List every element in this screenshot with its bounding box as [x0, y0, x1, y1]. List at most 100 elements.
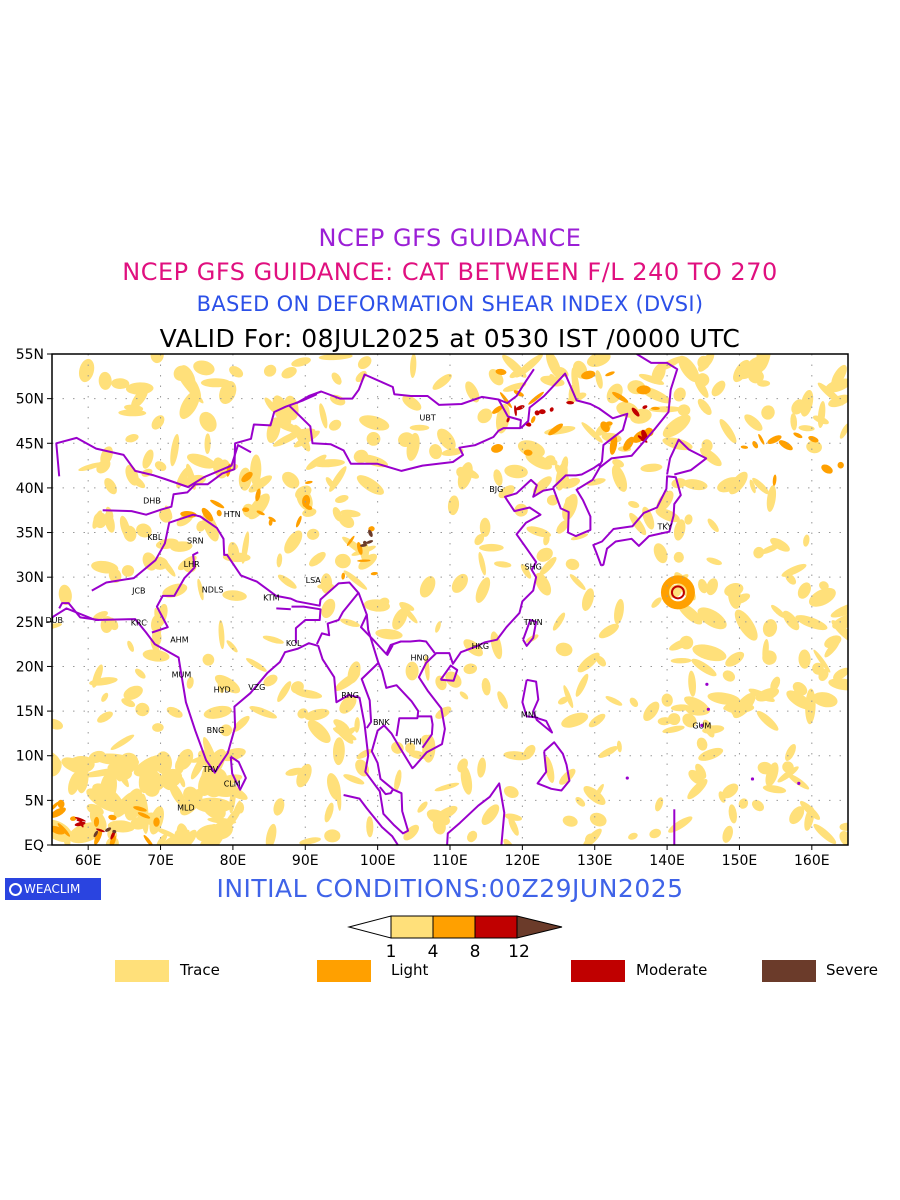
- turbulence-patch: [335, 553, 351, 569]
- station-label-jcb: JCB: [131, 587, 145, 596]
- turbulence-patch: [525, 452, 552, 470]
- turbulence-patch: [589, 812, 607, 827]
- turbulence-patch: [706, 578, 718, 596]
- turbulence-patch: [156, 833, 168, 845]
- lat-tick-label: 15N: [16, 704, 44, 720]
- turbulence-patch: [649, 828, 662, 839]
- turbulence-patch: [363, 540, 367, 545]
- turbulence-patch: [399, 601, 415, 611]
- turbulence-patch: [463, 468, 480, 479]
- turbulence-patch: [302, 494, 311, 508]
- legend-label-moderate: Moderate: [636, 961, 708, 979]
- turbulence-patch: [92, 664, 103, 688]
- turbulence-patch: [242, 507, 250, 513]
- turbulence-patch: [250, 454, 262, 486]
- turbulence-patch: [459, 691, 469, 700]
- map-panel: UBT BJG DHB HTN KBL SRN LHR TKY SHG LSA JCB NDLS KTM…: [16, 347, 849, 869]
- turbulence-patch: [304, 480, 313, 484]
- colorbar-trace-bin: [390, 915, 434, 939]
- turbulence-patch: [691, 658, 717, 677]
- turbulence-patch: [756, 710, 779, 731]
- turbulence-patch: [605, 371, 615, 377]
- station-label-hyd: HYD: [214, 686, 231, 695]
- turbulence-patch: [685, 703, 711, 716]
- station-label-ktm: KTM: [263, 594, 280, 603]
- turbulence-patch: [467, 830, 478, 843]
- island-marker: [705, 682, 709, 686]
- turbulence-patch: [356, 475, 384, 495]
- station-label-bng: BNG: [207, 726, 225, 735]
- station-label-htn: HTN: [224, 510, 241, 519]
- turbulence-patch: [799, 800, 821, 820]
- turbulence-patch: [121, 698, 136, 708]
- turbulence-patch: [789, 806, 805, 825]
- turbulence-patch: [392, 608, 408, 630]
- title-valid-time: VALID For: 08JUL2025 at 0530 IST /0000 U…: [159, 324, 741, 353]
- turbulence-patch: [766, 485, 777, 512]
- turbulence-patch: [95, 828, 105, 833]
- turbulence-patch: [272, 395, 292, 427]
- boundary-line: [151, 551, 199, 634]
- station-label-gum: GUM: [692, 721, 711, 730]
- boundary-line: [52, 354, 679, 835]
- turbulence-patch: [515, 405, 525, 411]
- turbulence-patch: [282, 471, 300, 489]
- turbulence-patch: [403, 824, 420, 841]
- turbulence-patch: [437, 428, 456, 451]
- station-label-mnl: MNL: [521, 711, 539, 720]
- turbulence-patch: [108, 814, 117, 821]
- turbulence-patch: [331, 372, 342, 385]
- turbulence-patch: [249, 706, 277, 719]
- turbulence-patch: [104, 511, 115, 533]
- turbulence-patch: [121, 565, 135, 577]
- station-label-twn: TWN: [523, 618, 543, 627]
- turbulence-patch: [335, 495, 349, 503]
- station-label-tky: TKY: [657, 522, 673, 531]
- turbulence-patch: [365, 540, 374, 544]
- station-label-kbl: KBL: [147, 533, 163, 542]
- turbulence-patch: [405, 661, 419, 681]
- turbulence-patch: [587, 354, 611, 368]
- turbulence-patch: [354, 717, 360, 733]
- station-label-srn: SRN: [187, 537, 204, 546]
- turbulence-patch: [753, 546, 765, 559]
- turbulence-patch: [150, 354, 164, 364]
- turbulence-patch: [154, 607, 162, 635]
- turbulence-patch: [203, 705, 232, 719]
- colorbar-tick-label: 4: [428, 942, 439, 958]
- turbulence-patch: [544, 756, 555, 783]
- turbulence-patch: [662, 414, 691, 438]
- station-label-phn: PHN: [405, 737, 422, 746]
- turbulence-patch: [441, 448, 464, 456]
- turbulence-patch: [67, 755, 95, 774]
- turbulence-patch: [695, 763, 707, 779]
- turbulence-patch: [792, 682, 808, 696]
- turbulence-patch: [673, 551, 684, 563]
- island-marker: [750, 777, 755, 781]
- turbulence-patch: [803, 534, 810, 547]
- turbulence-patch: [697, 607, 727, 630]
- turbulence-patch: [153, 817, 160, 827]
- turbulence-patch: [549, 407, 554, 412]
- turbulence-patch: [358, 553, 378, 570]
- boundary-line: [276, 607, 291, 611]
- turbulence-patch: [343, 774, 365, 785]
- turbulence-patch: [756, 354, 763, 379]
- turbulence-patch: [104, 477, 117, 495]
- turbulence-patch: [324, 802, 334, 823]
- colorbar-tick-label: 12: [508, 942, 530, 958]
- turbulence-patch: [549, 373, 557, 386]
- turbulence-patch: [499, 392, 513, 409]
- lon-tick-label: 70E: [147, 853, 174, 869]
- station-label-hkg: HKG: [472, 642, 489, 651]
- station-label-kol: KOL: [286, 639, 302, 648]
- boundary-line: [522, 619, 538, 647]
- turbulence-patch: [170, 433, 180, 467]
- turbulence-patch: [536, 547, 553, 562]
- turbulence-patch: [206, 780, 239, 797]
- turbulence-patch: [158, 509, 172, 523]
- turbulence-patch: [725, 651, 745, 667]
- station-label-mum: MUM: [172, 671, 192, 680]
- turbulence-patch: [498, 485, 515, 499]
- turbulence-patch: [653, 543, 668, 564]
